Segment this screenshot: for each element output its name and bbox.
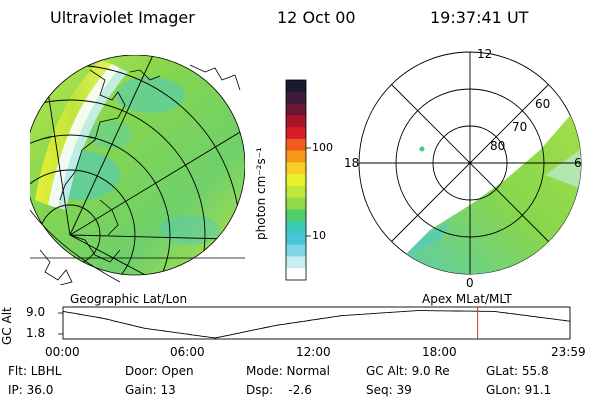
polar-ring-60: 60 (535, 97, 551, 111)
polar-ring-80: 80 (490, 139, 506, 153)
altitude-frame (62, 306, 571, 340)
time-label: 19:37:41 UT (430, 8, 529, 27)
coastlines (39, 64, 241, 285)
polar-label-6: 6 (574, 156, 582, 170)
geographic-map (30, 55, 245, 285)
colorbar-segment (286, 197, 306, 210)
xtick-2359: 23:59 (551, 345, 586, 359)
date-label: 12 Oct 00 (277, 8, 356, 27)
dayglow-gap (48, 64, 120, 208)
colorbar-label-100: 100 (312, 141, 333, 154)
dayglow-edge (58, 68, 128, 210)
xtick-0000: 00:00 (45, 345, 80, 359)
info-glat: GLat: 55.8 (486, 364, 549, 378)
xtick-1800: 18:00 (422, 345, 457, 359)
colorbar-segment (286, 185, 306, 199)
colorbar-frame (285, 79, 307, 281)
xtick-1200: 12:00 (296, 345, 331, 359)
colorbar-units: photon cm⁻²s⁻¹ (254, 147, 268, 240)
polar-ring-70: 70 (512, 120, 528, 134)
polar-grid (359, 52, 581, 274)
colorbar-segment (286, 232, 306, 246)
xtick-0600: 06:00 (170, 345, 205, 359)
info-glon: GLon: 91.1 (486, 383, 552, 397)
colorbar-segment (286, 138, 306, 152)
altitude-ylabel: GC Alt (0, 307, 14, 345)
colorbar-segment (286, 80, 306, 93)
colorbar-label-10: 10 (312, 229, 326, 242)
instrument-title: Ultraviolet Imager (50, 8, 195, 27)
info-seq: Seq: 39 (366, 383, 412, 397)
colorbar-segment (286, 221, 306, 234)
colorbar-segment (286, 162, 306, 175)
info-gc-alt: GC Alt: 9.0 Re (366, 364, 450, 378)
info-door: Door: Open (125, 364, 194, 378)
altitude-ytick-9: 9.0 (26, 305, 46, 319)
colorbar-segment (286, 115, 306, 128)
altitude-ytick-1-8: 1.8 (26, 326, 46, 340)
colorbar-segment (286, 150, 306, 163)
polar-label-12: 12 (477, 47, 493, 61)
colorbar-segment (286, 174, 306, 187)
apex-label: Apex MLat/MLT (422, 292, 512, 306)
geographic-label: Geographic Lat/Lon (70, 292, 188, 306)
colorbar-segment (286, 268, 306, 281)
colorbar-segment (286, 127, 306, 140)
polar-plot (358, 51, 582, 275)
info-dsp: Dsp: -2.6 (246, 383, 312, 397)
altitude-plot (58, 306, 571, 340)
colorbar-segment (286, 244, 306, 257)
colorbar-segment (286, 103, 306, 116)
polar-label-18: 18 (344, 156, 360, 170)
colorbar-segment (286, 209, 306, 222)
info-gain: Gain: 13 (125, 383, 176, 397)
dayglow-band (35, 60, 112, 205)
colorbar-segment (286, 91, 306, 105)
colorbar-segment (286, 256, 306, 269)
altitude-curve (62, 310, 571, 339)
info-flt: Flt: LBHL (8, 364, 62, 378)
polar-dot (419, 146, 425, 152)
info-ip: IP: 36.0 (8, 383, 54, 397)
colorbar (286, 80, 306, 281)
polar-label-0: 0 (466, 276, 474, 290)
info-mode: Mode: Normal (246, 364, 330, 378)
